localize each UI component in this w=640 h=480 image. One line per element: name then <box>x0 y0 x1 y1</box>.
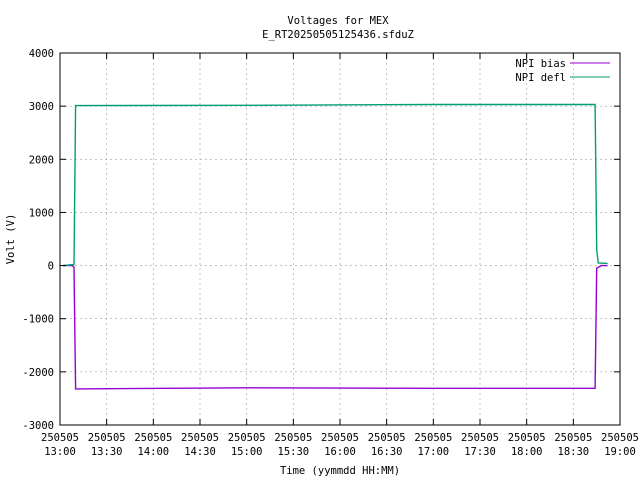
legend-label-npi-bias: NPI bias <box>515 58 566 70</box>
legend: NPI bias NPI defl <box>515 58 610 84</box>
x-tick-time: 15:00 <box>231 446 263 458</box>
x-tick-date: 250505 <box>508 432 546 444</box>
x-tick-time: 17:00 <box>418 446 450 458</box>
series-line-npi-bias <box>63 264 608 390</box>
chart-title: Voltages for MEX <box>287 15 389 27</box>
x-tick-time: 19:00 <box>604 446 636 458</box>
y-tick-label: 1000 <box>29 207 54 219</box>
x-tick-time: 16:30 <box>371 446 403 458</box>
y-tick-label: 4000 <box>29 48 54 60</box>
y-axis-label: Volt (V) <box>5 214 17 265</box>
x-tick-time: 14:30 <box>184 446 216 458</box>
y-tick-label: -2000 <box>22 367 54 379</box>
x-tick-date: 250505 <box>88 432 126 444</box>
y-tick-label: 2000 <box>29 154 54 166</box>
x-tick-date: 250505 <box>228 432 266 444</box>
x-tick-date: 250505 <box>41 432 79 444</box>
grid-lines <box>60 53 620 425</box>
y-tick-label: -3000 <box>22 420 54 432</box>
x-tick-date: 250505 <box>181 432 219 444</box>
x-tick-time: 17:30 <box>464 446 496 458</box>
x-tick-time: 18:00 <box>511 446 543 458</box>
x-tick-date: 250505 <box>414 432 452 444</box>
x-tick-date: 250505 <box>368 432 406 444</box>
y-tick-label: 3000 <box>29 101 54 113</box>
x-tick-date: 250505 <box>134 432 172 444</box>
x-tick-time: 18:30 <box>558 446 590 458</box>
x-tick-time: 13:30 <box>91 446 123 458</box>
x-tick-time: 15:30 <box>278 446 310 458</box>
chart-subtitle: E_RT20250505125436.sfduZ <box>262 29 414 41</box>
x-tick-time: 13:00 <box>44 446 76 458</box>
x-axis-label: Time (yymmdd HH:MM) <box>280 465 400 477</box>
x-tick-date: 250505 <box>601 432 639 444</box>
axis-ticks: -3000 -2000 -1000 0 1000 2000 3000 4000 250505 13… <box>22 48 639 458</box>
y-tick-label: 0 <box>48 261 54 273</box>
y-tick-label: -1000 <box>22 314 54 326</box>
x-tick-date: 250505 <box>274 432 312 444</box>
x-tick-date: 250505 <box>554 432 592 444</box>
legend-label-npi-defl: NPI defl <box>515 72 566 84</box>
x-tick-date: 250505 <box>321 432 359 444</box>
x-tick-time: 14:00 <box>138 446 170 458</box>
series-lines <box>63 103 608 390</box>
x-tick-date: 250505 <box>461 432 499 444</box>
series-line-npi-defl <box>63 103 608 267</box>
x-tick-time: 16:00 <box>324 446 356 458</box>
